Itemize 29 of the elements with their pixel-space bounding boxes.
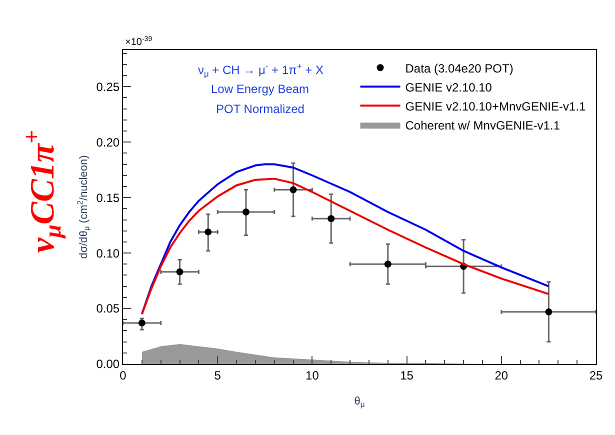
annotation: ν$_{μ}$ + CH → μ$^{-}$ + 1π$^{+}$ + X — [198, 61, 324, 79]
x-tick-label: 25 — [589, 368, 603, 382]
y-tick-label: 0.25 — [96, 80, 120, 94]
point — [204, 228, 212, 236]
x-axis-title: θ$_{μ}$ — [354, 396, 365, 409]
legend-label: GENIE v2.10.10 — [405, 80, 492, 94]
point — [176, 268, 184, 276]
x-tick-label: 20 — [494, 368, 508, 382]
y-tick-label: 0.05 — [96, 302, 120, 316]
y-tick-label: 0.20 — [96, 135, 120, 150]
y-tick-label: 0.00 — [96, 357, 120, 372]
legend-label: Coherent w/ MnvGENIE-v1.1 — [405, 118, 560, 132]
x-tick-label: 5 — [214, 368, 222, 382]
point — [290, 186, 297, 194]
text: ×10$^{-39}$ — [125, 36, 152, 48]
y-tick-label: 0.10 — [96, 246, 120, 260]
point — [328, 215, 335, 222]
point — [138, 319, 146, 326]
x-tick-label: 10 — [306, 368, 320, 382]
y-tick-label: 0.15 — [96, 190, 120, 205]
point — [242, 208, 250, 216]
annotation: Low Energy Beam — [211, 82, 310, 96]
x-tick-label: 15 — [400, 368, 414, 382]
x-tick-label: 0 — [120, 368, 127, 382]
legend-label: GENIE v2.10.10+MnvGENIE-v1.1 — [405, 99, 586, 114]
legend-label: Data (3.04e20 POT) — [405, 61, 514, 76]
point — [545, 308, 552, 316]
point — [384, 260, 392, 268]
annotation: POT Normalized — [216, 102, 304, 116]
